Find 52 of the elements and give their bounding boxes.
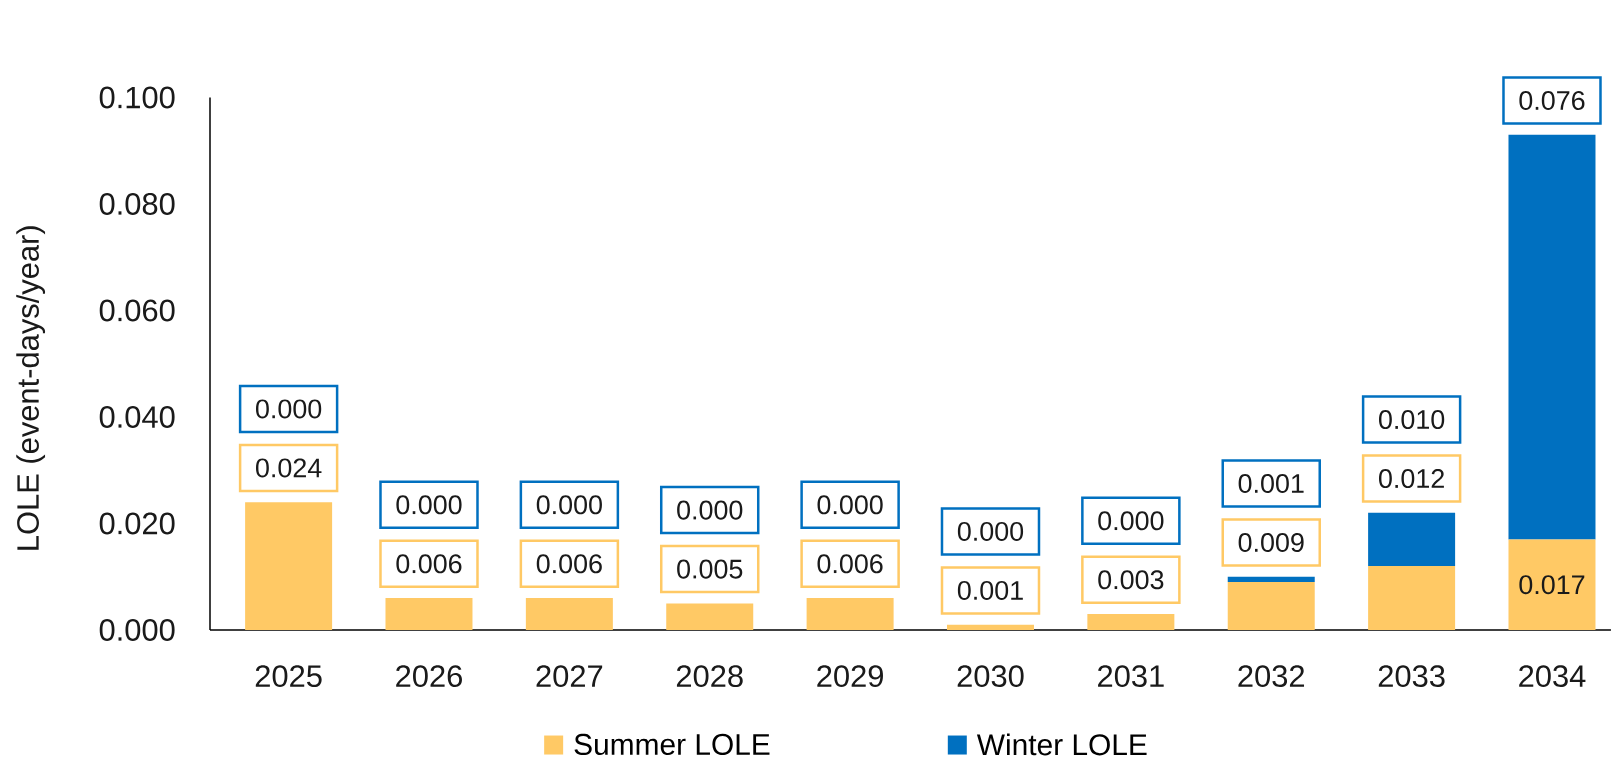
data-label: 0.000 bbox=[396, 495, 462, 515]
data-label: 0.017 bbox=[1519, 575, 1585, 595]
bar bbox=[806, 598, 894, 630]
y-tick-label: 0.040 bbox=[99, 406, 175, 428]
y-axis-title: LOLE (event-days/year) bbox=[16, 226, 46, 550]
data-label: 0.076 bbox=[1519, 91, 1585, 111]
bar bbox=[525, 598, 613, 630]
data-label: 0.000 bbox=[677, 500, 743, 520]
data-label: 0.000 bbox=[817, 495, 883, 515]
x-tick-label: 2029 bbox=[817, 665, 883, 688]
data-label: 0.006 bbox=[817, 554, 883, 574]
legend-label: Winter LOLE bbox=[976, 733, 1147, 756]
bar bbox=[1508, 134, 1596, 540]
data-label: 0.012 bbox=[1379, 469, 1444, 489]
bar bbox=[1227, 576, 1315, 583]
bar bbox=[1508, 539, 1596, 630]
y-tick-label: 0.060 bbox=[99, 299, 175, 322]
y-tick-label: 0.020 bbox=[99, 512, 175, 535]
y-tick-label: 0.100 bbox=[99, 86, 175, 109]
bar bbox=[666, 603, 754, 630]
data-label: 0.003 bbox=[1098, 570, 1164, 590]
x-tick-label: 2034 bbox=[1519, 665, 1586, 688]
x-tick-label: 2032 bbox=[1238, 665, 1305, 688]
data-label: 0.006 bbox=[396, 554, 462, 574]
bar bbox=[1087, 614, 1175, 630]
legend-label: Summer LOLE bbox=[574, 733, 770, 756]
data-label: 0.001 bbox=[957, 580, 1023, 600]
x-tick-label: 2025 bbox=[255, 665, 322, 688]
data-label: 0.000 bbox=[957, 521, 1024, 541]
data-label: 0.000 bbox=[256, 399, 322, 419]
x-tick-label: 2027 bbox=[536, 665, 603, 688]
x-tick-label: 2028 bbox=[676, 665, 743, 688]
data-label: 0.001 bbox=[1238, 473, 1304, 494]
bar bbox=[1368, 566, 1456, 630]
y-tick-label: 0.080 bbox=[99, 193, 175, 215]
bar bbox=[1368, 512, 1456, 567]
data-label: 0.000 bbox=[1098, 511, 1164, 531]
bar bbox=[245, 502, 333, 630]
data-label: 0.000 bbox=[536, 495, 602, 515]
data-label: 0.010 bbox=[1379, 410, 1445, 430]
bar bbox=[385, 598, 473, 630]
x-tick-label: 2033 bbox=[1378, 665, 1445, 688]
data-label: 0.006 bbox=[536, 554, 602, 574]
x-tick-label: 2026 bbox=[396, 665, 462, 688]
x-tick-label: 2031 bbox=[1098, 665, 1164, 688]
data-label: 0.005 bbox=[677, 559, 743, 579]
bar bbox=[1227, 582, 1315, 630]
y-tick-label: 0.000 bbox=[99, 619, 175, 641]
x-tick-label: 2030 bbox=[957, 665, 1024, 688]
bar bbox=[946, 624, 1034, 630]
data-label: 0.009 bbox=[1238, 532, 1304, 553]
data-label: 0.024 bbox=[256, 458, 322, 478]
